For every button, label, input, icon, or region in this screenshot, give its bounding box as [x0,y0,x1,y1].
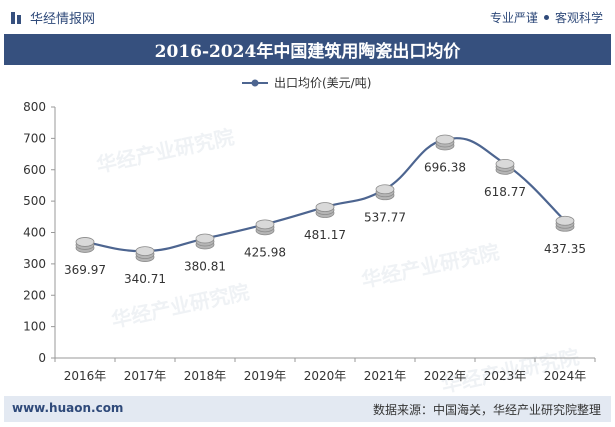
brand: 华经情报网 [10,8,95,27]
series-line [84,137,566,253]
x-tick-label: 2021年 [364,369,407,383]
brand-name: 华经情报网 [30,12,96,27]
y-tick-label: 300 [23,257,46,271]
x-tick-label: 2016年 [64,369,107,383]
x-tick-label: 2017年 [124,369,167,383]
y-tick-label: 700 [23,131,46,145]
slogan: 专业严谨 客观科学 [490,9,603,26]
legend-marker [251,79,259,87]
data-label: 380.81 [184,260,226,274]
data-point [375,184,395,201]
legend-label: 出口均价(美元/吨) [274,76,371,90]
data-point [495,158,515,175]
data-point [75,237,95,253]
data-source: 数据来源：中国海关，华经产业研究院整理 [372,403,601,417]
x-tick-label: 2018年 [184,369,227,383]
data-point [195,233,215,250]
y-tick-label: 600 [23,163,46,177]
top-bar: 华经情报网 专业严谨 客观科学 [0,0,615,34]
data-point [555,215,575,232]
footer: www.huaon.com 数据来源：中国海关，华经产业研究院整理 [4,396,611,422]
data-label: 437.35 [544,242,586,256]
data-label: 369.97 [64,263,106,277]
data-point [255,219,275,236]
website-link[interactable]: www.huaon.com [12,401,124,415]
line-chart: 0 100 200 300 400 500 600 700 800 2016年 2017年 2018年… [23,76,596,383]
x-tick-label: 2019年 [244,369,287,383]
data-label: 537.77 [364,210,406,224]
y-tick-label: 400 [23,226,46,240]
x-tick-label: 2020年 [304,369,347,383]
y-tick-label: 0 [38,351,46,365]
dot-separator-icon [543,15,549,20]
x-tick-label: 2024年 [544,369,587,383]
data-point [435,134,455,151]
data-label: 696.38 [424,161,466,175]
data-label: 481.17 [304,228,346,242]
data-label: 425.98 [244,245,286,259]
y-tick-label: 100 [23,320,46,334]
y-tick-label: 200 [23,288,46,302]
data-point [315,202,335,218]
slogan-right: 客观科学 [554,11,603,25]
data-point [135,246,155,263]
data-label: 618.77 [484,185,526,199]
slogan-left: 专业严谨 [489,11,538,25]
chart-title: 2016-2024年中国建筑用陶瓷出口均价 [154,42,461,62]
y-tick-label: 500 [23,194,46,208]
chart-title-bar: 2016-2024年中国建筑用陶瓷出口均价 [4,34,611,65]
data-label: 340.71 [124,272,166,286]
y-tick-label: 800 [23,100,46,114]
x-tick-label: 2023年 [484,369,527,383]
logo-icon [11,11,21,24]
x-tick-label: 2022年 [424,369,467,383]
